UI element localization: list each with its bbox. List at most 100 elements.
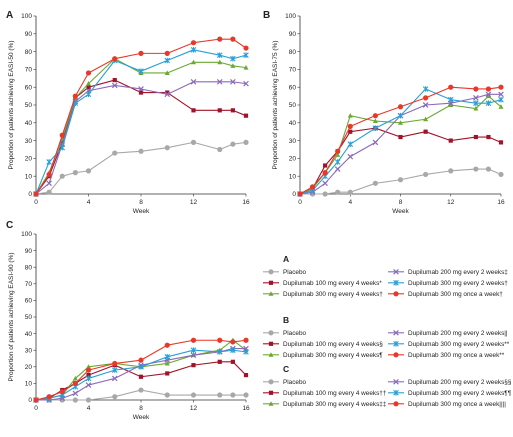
x-tick-label: 12 [447, 199, 455, 206]
y-tick-label: 40 [25, 331, 33, 338]
data-point [398, 134, 403, 140]
data-point [190, 139, 197, 145]
x-tick-label: 0 [298, 199, 302, 206]
data-point [230, 339, 236, 345]
legend-marker [268, 379, 274, 385]
y-tick-label: 80 [289, 49, 297, 56]
legend-entry: Placebo [283, 269, 307, 276]
series-line [35, 79, 247, 195]
legend: A Placebo Dupilumab 200 mg every 2 weeks‡ D… [263, 254, 512, 408]
data-point [335, 152, 341, 157]
legend-entry: Dupilumab 300 mg once a week** [408, 352, 505, 359]
y-tick-label: 10 [25, 173, 33, 180]
data-point [138, 90, 144, 95]
legend-marker [268, 341, 274, 346]
data-point [111, 367, 118, 373]
y-axis-label: Proportion of patients achieving EASI-90… [8, 253, 15, 382]
series-line [35, 349, 247, 401]
series-5 [297, 86, 504, 197]
y-tick-label: 30 [25, 347, 33, 354]
x-axis-label: Week [133, 414, 150, 421]
data-point [243, 337, 249, 343]
chart-panel-a: A 0 10 20 30 40 50 60 70 80 90 100 0 4 8 12 16 Week Propor… [6, 10, 250, 215]
data-point [397, 112, 404, 119]
data-point [334, 159, 341, 165]
series-6 [33, 337, 249, 403]
data-point [485, 100, 492, 107]
data-point [191, 59, 196, 65]
data-point [372, 113, 378, 119]
data-point [372, 139, 379, 146]
data-point [138, 374, 144, 379]
y-tick-label: 60 [25, 84, 33, 91]
y-tick-label: 90 [25, 248, 33, 255]
y-tick-label: 70 [25, 67, 33, 74]
legend-marker [393, 291, 399, 297]
data-point [72, 93, 78, 99]
data-point [448, 102, 454, 107]
y-tick-label: 40 [25, 120, 33, 127]
legend-group-label: C [283, 364, 289, 374]
data-point [72, 170, 78, 176]
data-point [190, 392, 197, 398]
data-point [322, 170, 328, 176]
legend-entry: Dupilumab 300 mg once a week|||| [408, 401, 506, 408]
data-point [230, 347, 236, 353]
data-point [138, 387, 144, 393]
data-point [243, 373, 249, 378]
data-point [447, 96, 454, 103]
y-tick-label: 10 [289, 173, 297, 180]
legend-marker [268, 280, 274, 285]
data-point [473, 86, 479, 92]
data-point [46, 159, 52, 165]
x-tick-label: 4 [87, 199, 91, 206]
data-point [498, 96, 504, 103]
data-point [243, 52, 249, 58]
y-axis-label: Proportion of patients achieving EASI-50… [8, 41, 15, 170]
data-point [485, 93, 491, 99]
data-point [422, 102, 429, 108]
data-point [423, 129, 428, 134]
x-tick-label: 16 [242, 405, 250, 412]
legend-entry: Dupilumab 300 mg every 4 weeks¶ [283, 352, 383, 359]
y-tick-label: 20 [289, 156, 297, 163]
data-point [230, 108, 235, 113]
panel-label: A [6, 10, 13, 21]
data-point [230, 141, 236, 147]
data-point [309, 184, 316, 190]
data-point [164, 91, 171, 98]
series-1 [297, 166, 504, 197]
data-point [372, 125, 379, 131]
data-point [164, 145, 170, 151]
data-point [485, 86, 492, 92]
data-point [498, 171, 504, 178]
data-point [448, 138, 453, 143]
y-tick-label: 50 [25, 102, 33, 109]
data-point [85, 375, 92, 382]
data-point [191, 108, 196, 113]
data-point [72, 375, 78, 381]
data-point [86, 373, 91, 378]
legend-marker [268, 291, 274, 296]
panel-label: C [6, 220, 13, 231]
x-tick-label: 8 [139, 405, 143, 412]
data-point [347, 123, 353, 129]
legend-group-label: A [283, 254, 289, 264]
series-4 [33, 345, 249, 403]
data-point [72, 380, 78, 386]
legend-marker [268, 352, 274, 357]
data-point [138, 50, 144, 56]
data-point [397, 177, 404, 183]
data-point [335, 189, 341, 195]
data-point [191, 363, 196, 368]
data-point [59, 173, 65, 179]
data-point [230, 36, 236, 42]
data-point [230, 392, 236, 398]
legend-entry: Dupilumab 300 mg every 2 weeks† [408, 280, 508, 287]
y-tick-label: 100 [21, 231, 32, 238]
data-point [498, 91, 504, 98]
x-tick-label: 16 [242, 199, 250, 206]
data-point [138, 364, 144, 370]
x-tick-label: 0 [34, 405, 38, 412]
chart-panel-c: C 0 10 20 30 40 50 60 70 80 90 100 0 4 8 12 16 Week Propor… [6, 220, 250, 421]
